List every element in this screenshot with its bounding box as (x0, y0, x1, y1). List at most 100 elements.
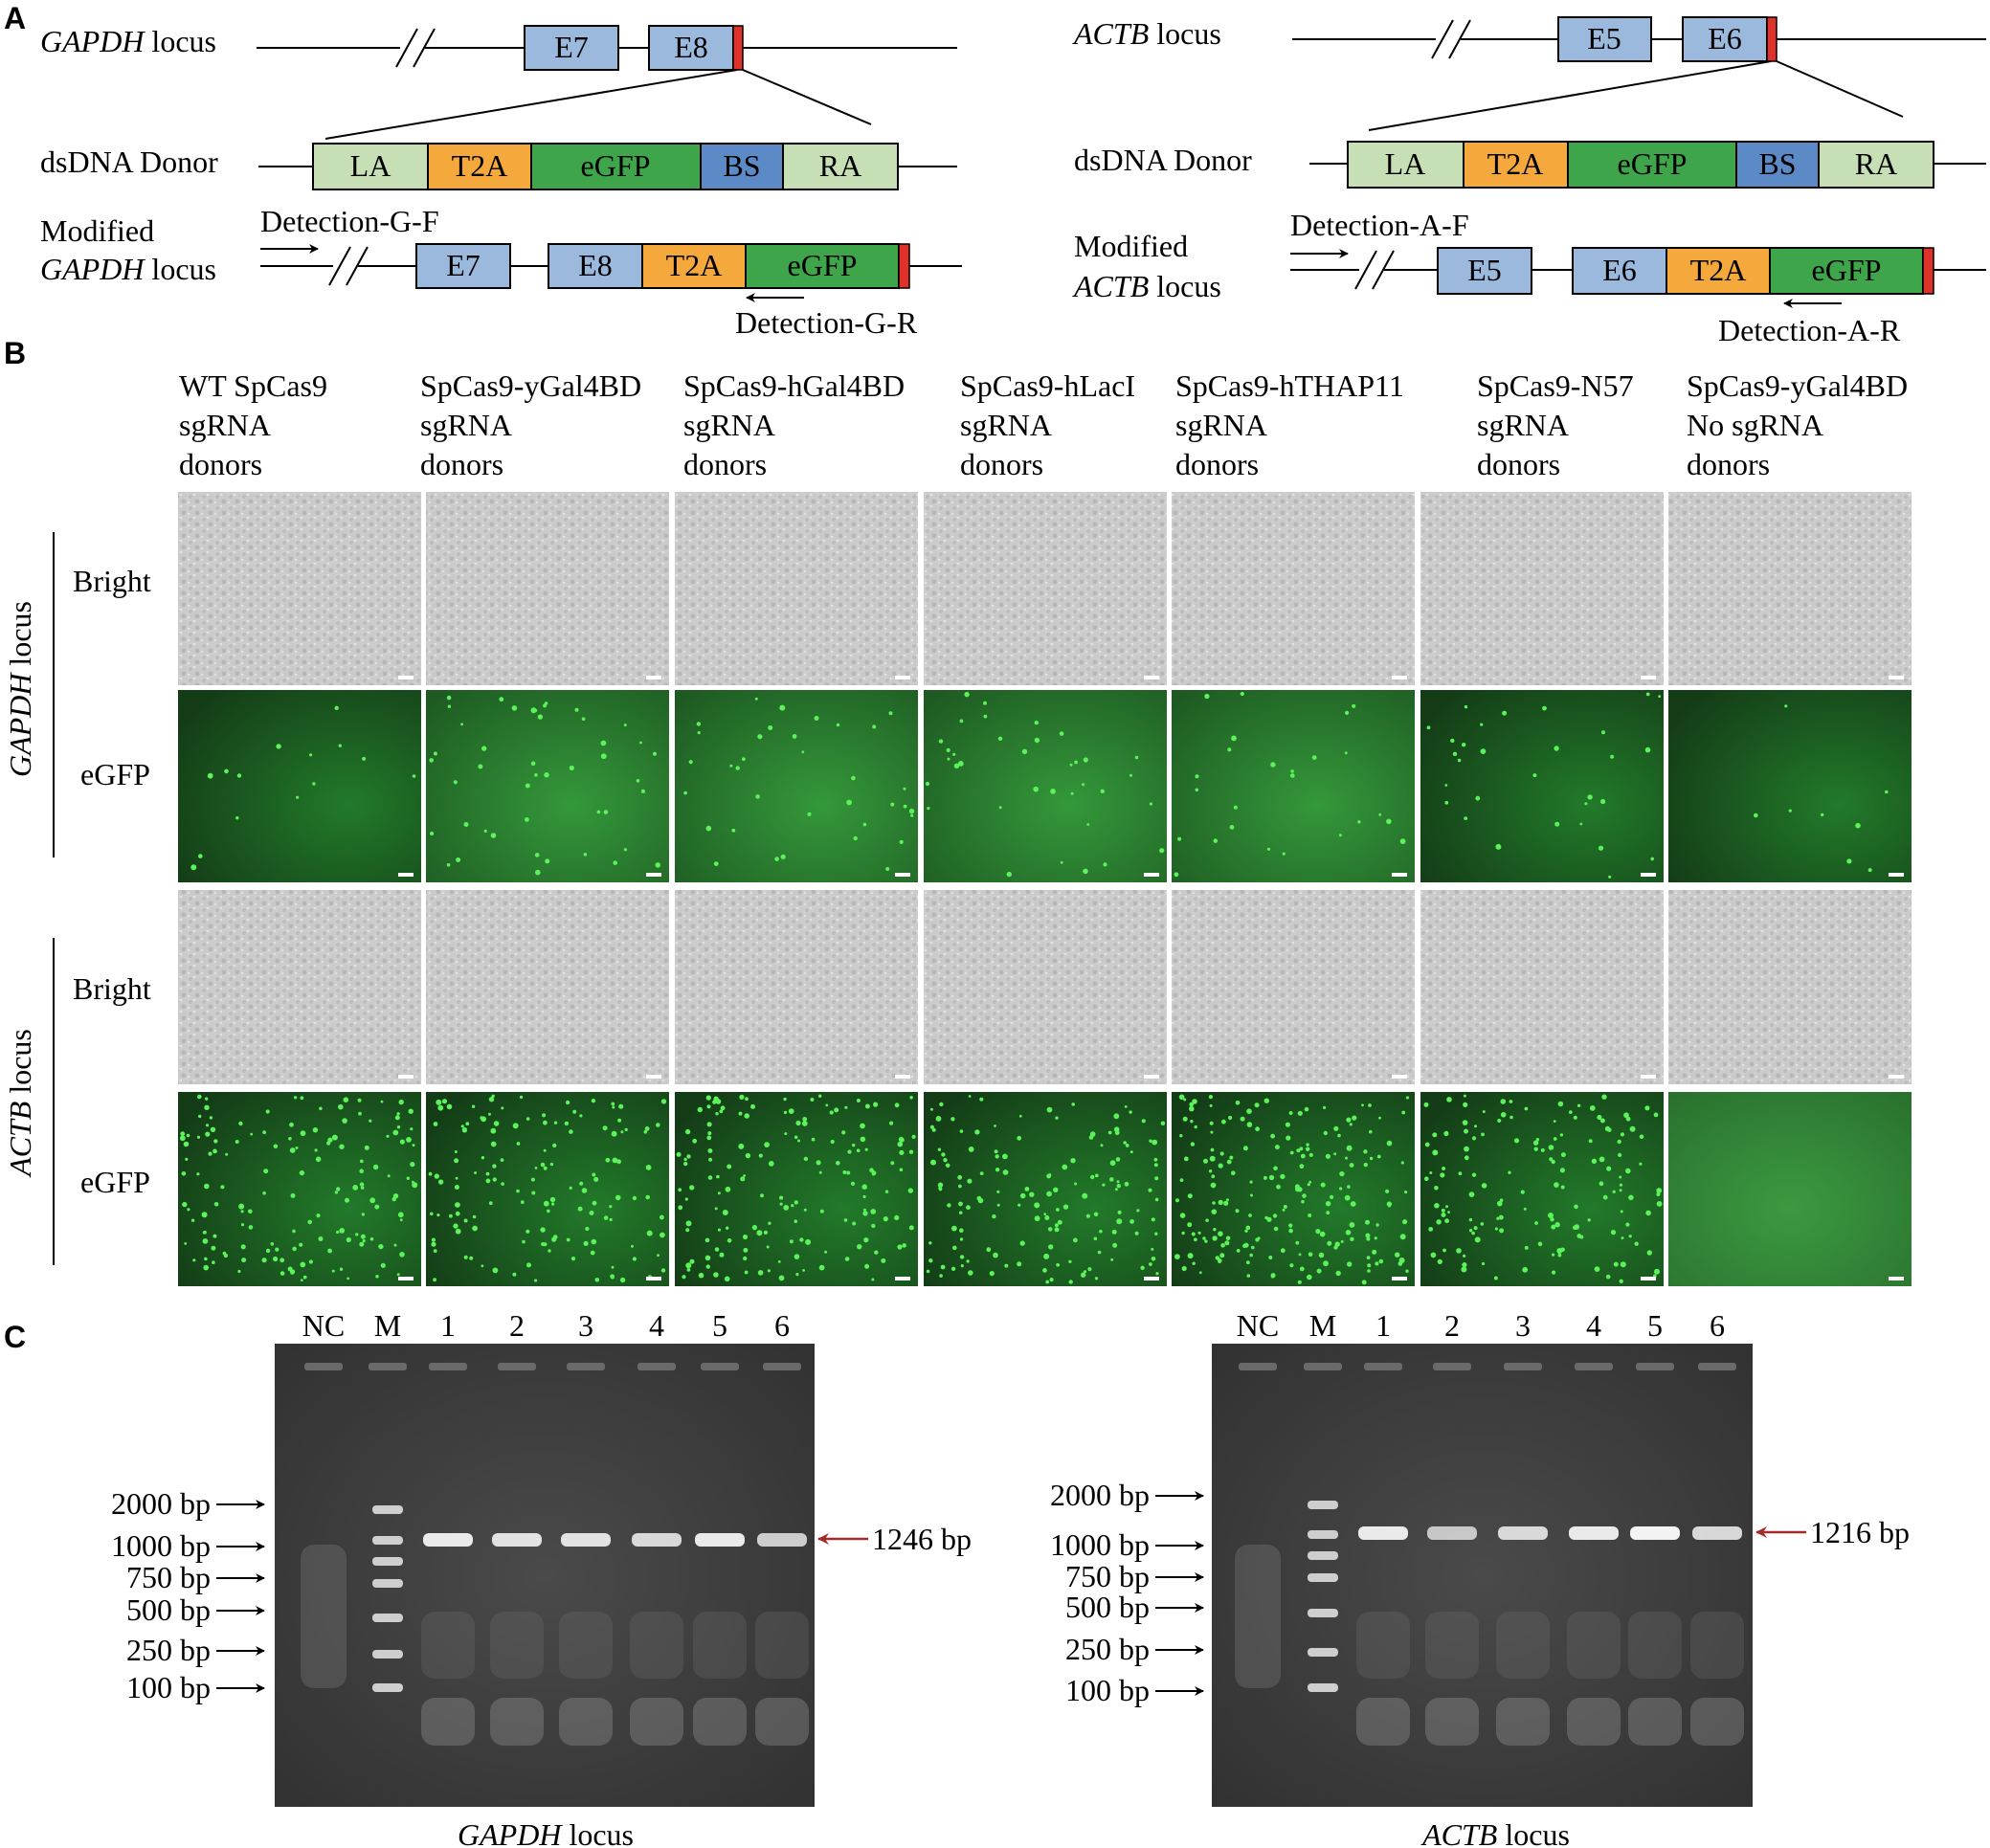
actb-modified-line1: Modified (1074, 229, 1188, 263)
row-label-actb-egfp: eGFP (80, 1165, 150, 1199)
actb-lane-label-4: 4 (1586, 1308, 1601, 1343)
gapdh-egfp-tile-3 (675, 690, 918, 882)
gapdh-lane-label-6: 6 (774, 1308, 790, 1343)
gapdh-bright-tile-7 (1668, 492, 1912, 685)
gapdh-bright-tile-5 (1172, 492, 1415, 685)
gapdh-product-size-label: 1246 bp (872, 1522, 972, 1556)
gapdh-egfp-tile-2 (426, 690, 669, 882)
gapdh-donor-t2a: T2A (452, 148, 508, 183)
actb-egfp-tile-5 (1172, 1092, 1415, 1286)
actb-donor-diagram: dsDNA Donor LA T2A eGFP BS RA (1074, 141, 1986, 189)
gapdh-egfp-tile-4 (924, 690, 1167, 882)
gapdh-egfp-tile-7 (1668, 690, 1912, 882)
gapdh-ladder-label-1000-bp: 1000 bp (111, 1528, 211, 1563)
actb-donor-t2a: T2A (1487, 146, 1544, 181)
gapdh-exon-e7 (524, 25, 619, 71)
gapdh-donor-label: dsDNA Donor (40, 145, 218, 179)
actb-lane-label-m: M (1309, 1308, 1336, 1343)
gapdh-ladder-label-250-bp: 250 bp (126, 1633, 211, 1667)
microscopy-grid (178, 492, 1912, 1286)
actb-egfp-tile-2 (426, 1092, 669, 1286)
column-header-7-line-3: donors (1687, 447, 1770, 481)
actb-bright-tile-5 (1172, 890, 1415, 1084)
actb-egfp-tile-7 (1668, 1092, 1912, 1286)
actb-mod-e6: E6 (1602, 253, 1637, 287)
column-header-5-line-3: donors (1175, 447, 1259, 481)
actb-mod-e5: E5 (1467, 253, 1502, 287)
actb-mod-egfp: eGFP (1812, 253, 1882, 287)
actb-mod-t2a: T2A (1690, 253, 1747, 287)
actb-lane-label-2: 2 (1444, 1308, 1460, 1343)
gapdh-bright-tile-4 (924, 492, 1167, 685)
actb-modified-diagram: Modified ACTB locus Detection-A-F E5 E6 … (1072, 208, 1986, 347)
row-label-gapdh-egfp: eGFP (80, 757, 150, 791)
gapdh-modified-line2: GAPDH locus (40, 252, 216, 286)
gapdh-bright-tile-6 (1420, 492, 1664, 685)
column-header-4-line-2: sgRNA (960, 408, 1052, 442)
gapdh-donor-bs: BS (723, 148, 760, 183)
actb-bright-tile-7 (1668, 890, 1912, 1084)
gapdh-ladder-label-100-bp: 100 bp (126, 1670, 211, 1704)
actb-egfp-tile-1 (178, 1092, 421, 1286)
gel-actb-caption: ACTB locus (1420, 1817, 1570, 1848)
actb-ladder-label-2000-bp: 2000 bp (1050, 1478, 1150, 1512)
gapdh-modified-diagram: Modified GAPDH locus Detection-G-F E7 E8… (40, 204, 962, 340)
gapdh-stop-marker (732, 25, 744, 71)
actb-bright-tile-1 (178, 890, 421, 1084)
primer-a-f-label: Detection-A-F (1290, 208, 1469, 242)
actb-donor-ra: RA (1855, 146, 1897, 181)
gapdh-bright-tile-1 (178, 492, 421, 685)
actb-bright-tile-2 (426, 890, 669, 1084)
actb-modified-line2: ACTB locus (1072, 269, 1221, 303)
actb-donor-egfp: eGFP (1618, 146, 1688, 181)
gapdh-modified-line1: Modified (40, 213, 154, 248)
actb-group-label: ACTB locus (3, 1029, 37, 1178)
gapdh-mod-egfp: eGFP (788, 248, 858, 282)
panel-label-a: A (4, 1, 26, 35)
gapdh-donor-ra: RA (819, 148, 861, 183)
gapdh-donor-la: LA (350, 148, 391, 183)
column-header-5-line-1: SpCas9-hTHAP11 (1175, 368, 1404, 403)
gapdh-lane-label-1: 1 (440, 1308, 456, 1343)
column-header-2-line-3: donors (420, 447, 503, 481)
column-header-6-line-2: sgRNA (1477, 408, 1569, 442)
row-label-gapdh-bright: Bright (73, 564, 151, 598)
gapdh-mod-t2a: T2A (666, 248, 723, 282)
actb-egfp-tile-4 (924, 1092, 1167, 1286)
gapdh-locus-diagram: GAPDH locus E7 E8 (40, 24, 957, 140)
column-header-1-line-3: donors (179, 447, 262, 481)
actb-ladder-label-1000-bp: 1000 bp (1050, 1527, 1150, 1562)
row-label-actb-bright: Bright (73, 971, 151, 1006)
actb-exon-e6: E6 (1708, 21, 1742, 56)
gapdh-lane-label-m: M (374, 1308, 401, 1343)
actb-lane-label-3: 3 (1515, 1308, 1531, 1343)
primer-a-r-label: Detection-A-R (1718, 313, 1901, 347)
column-header-2-line-1: SpCas9-yGal4BD (420, 368, 641, 403)
column-header-1-line-1: WT SpCas9 (179, 368, 327, 403)
gapdh-exon-e8 (648, 25, 734, 71)
actb-product-size-label: 1216 bp (1810, 1515, 1910, 1549)
column-headers: WT SpCas9 sgRNA donors SpCas9-yGal4BD sgRNA d… (179, 368, 1908, 481)
column-header-3-line-3: donors (683, 447, 767, 481)
primer-g-r-label: Detection-G-R (735, 305, 918, 340)
gapdh-lane-label-nc: NC (302, 1308, 345, 1343)
gapdh-locus-label: GAPDH locus (40, 24, 216, 58)
gapdh-lane-label-2: 2 (509, 1308, 525, 1343)
gapdh-donor-diagram: dsDNA Donor LA T2A eGFP BS RA (40, 143, 957, 190)
column-header-6-line-1: SpCas9-N57 (1477, 368, 1634, 403)
column-header-4-line-3: donors (960, 447, 1043, 481)
column-header-7-line-2: No sgRNA (1687, 408, 1823, 442)
actb-ladder-label-500-bp: 500 bp (1065, 1590, 1150, 1624)
actb-donor-la: LA (1385, 146, 1426, 181)
actb-lane-label-nc: NC (1237, 1308, 1279, 1343)
gapdh-mod-e8: E8 (578, 248, 613, 282)
actb-lane-label-1: 1 (1375, 1308, 1391, 1343)
column-header-1-line-2: sgRNA (179, 408, 271, 442)
actb-bright-tile-6 (1420, 890, 1664, 1084)
actb-lane-label-5: 5 (1647, 1308, 1663, 1343)
gapdh-donor-egfp: eGFP (581, 148, 651, 183)
panel-label-c: C (4, 1320, 26, 1354)
